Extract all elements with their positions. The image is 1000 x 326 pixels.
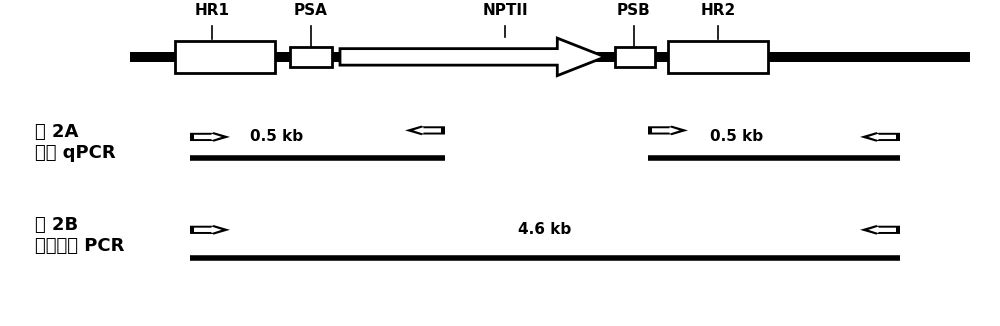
Text: 图 2B: 图 2B: [35, 216, 78, 234]
Polygon shape: [652, 127, 680, 134]
Text: 长基因组 PCR: 长基因组 PCR: [35, 237, 124, 255]
Polygon shape: [340, 38, 605, 76]
Polygon shape: [190, 225, 230, 235]
Text: 0.5 kb: 0.5 kb: [710, 129, 763, 144]
Polygon shape: [194, 134, 222, 140]
Bar: [615, 47, 655, 67]
Text: 4.6 kb: 4.6 kb: [518, 222, 572, 237]
Text: 连接 qPCR: 连接 qPCR: [35, 144, 116, 162]
Text: 0.5 kb: 0.5 kb: [250, 129, 303, 144]
Polygon shape: [405, 126, 445, 135]
Text: 图 2A: 图 2A: [35, 123, 78, 141]
Bar: [175, 41, 275, 73]
Polygon shape: [413, 127, 441, 134]
Polygon shape: [860, 225, 900, 235]
Polygon shape: [190, 132, 230, 142]
Bar: [130, 52, 970, 62]
Text: PSA: PSA: [294, 3, 328, 18]
Polygon shape: [868, 134, 896, 140]
Bar: [290, 47, 332, 67]
Text: NPTII: NPTII: [482, 3, 528, 18]
Polygon shape: [648, 126, 688, 135]
Polygon shape: [868, 227, 896, 233]
Polygon shape: [860, 132, 900, 142]
Bar: [668, 41, 768, 73]
Polygon shape: [194, 227, 222, 233]
Text: PSB: PSB: [617, 3, 651, 18]
Text: HR1: HR1: [194, 3, 230, 18]
Text: HR2: HR2: [700, 3, 736, 18]
